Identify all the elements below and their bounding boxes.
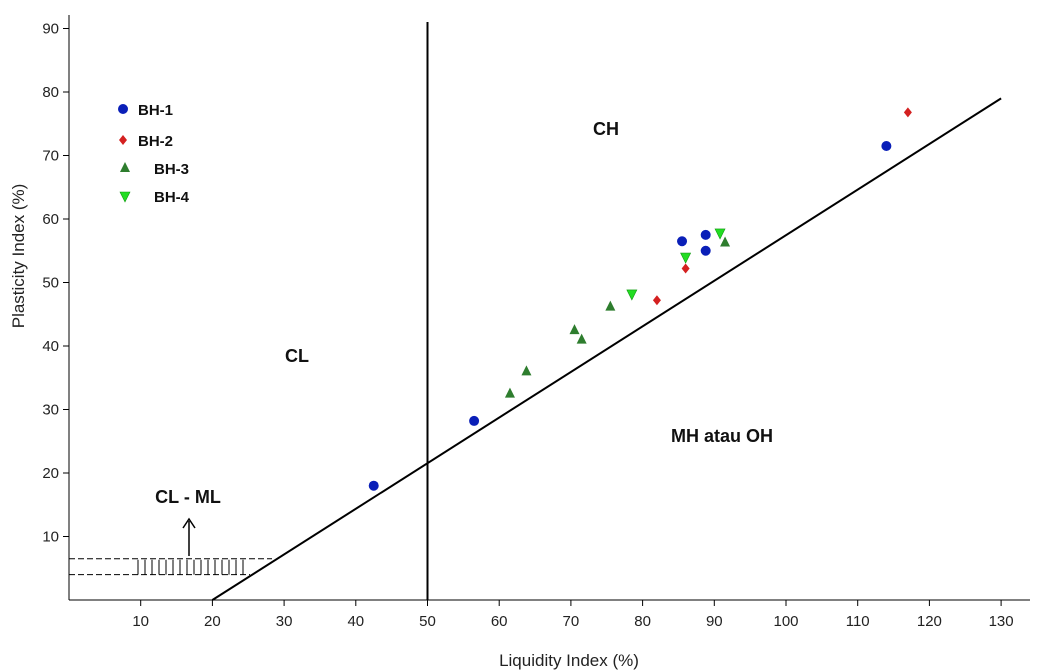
x-tick-label: 20 (204, 613, 221, 630)
bh-1-point (469, 415, 480, 426)
y-axis-title: Plasticity Index (%) (9, 184, 28, 329)
bh-3-point (605, 300, 616, 311)
x-tick-label: 120 (917, 613, 942, 630)
axes (68, 15, 1030, 601)
bh-1-point (700, 229, 711, 240)
x-tick-label: 50 (419, 613, 436, 630)
x-tick-label: 70 (563, 613, 580, 630)
legend-bh-4-marker (119, 191, 131, 203)
cl-ml-zone (69, 517, 272, 576)
x-tick-label: 100 (773, 613, 798, 630)
bh-3-point (569, 324, 580, 335)
legend-bh-1-marker (118, 104, 128, 114)
y-tick-label: 50 (42, 275, 59, 292)
bh-3-point (504, 387, 515, 398)
bh-1-point (700, 245, 711, 256)
zone-label-ch: CH (593, 119, 619, 139)
legend: BH-1 BH-2 BH-3 BH-4 (118, 102, 190, 206)
x-tick-label: 10 (132, 613, 149, 630)
bh-2-point (681, 263, 690, 274)
zone-labels: CH CL MH atau OH CL - ML (155, 119, 773, 507)
legend-bh-2-label: BH-2 (138, 133, 173, 150)
legend-bh-4-label: BH-4 (154, 189, 190, 206)
bh-4-point (714, 228, 726, 240)
legend-bh-1-label: BH-1 (138, 102, 173, 119)
y-tick-label: 40 (42, 338, 59, 355)
y-tick-label: 60 (42, 211, 59, 228)
zone-label-cl-ml: CL - ML (155, 487, 221, 507)
bh-3-point (576, 333, 587, 344)
axis-ticks: 1020304050607080901001101201301401020304… (42, 21, 1014, 631)
bh-3-point (720, 236, 731, 247)
legend-bh-3-label: BH-3 (154, 161, 189, 178)
zone-label-cl: CL (285, 346, 309, 366)
x-tick-label: 40 (347, 613, 364, 630)
x-axis-title: Liquidity Index (%) (499, 651, 639, 670)
reference-lines (211, 22, 1002, 601)
data-points (368, 107, 912, 491)
y-tick-label: 30 (42, 402, 59, 419)
bh-2-point (652, 295, 661, 306)
bh-2-point (903, 107, 912, 118)
bh-4-point (626, 289, 638, 301)
bh-3-point (521, 365, 532, 376)
legend-bh-3-marker (120, 162, 130, 172)
x-tick-label: 80 (634, 613, 651, 630)
bh-1-point (677, 236, 688, 247)
x-tick-label: 30 (276, 613, 293, 630)
x-tick-label: 130 (989, 613, 1014, 630)
x-tick-label: 60 (491, 613, 508, 630)
y-tick-label: 90 (42, 21, 59, 38)
cl-ml-arrowhead-icon (182, 517, 196, 529)
bh-1-point (368, 480, 379, 491)
bh-4-point (680, 252, 692, 264)
zone-label-mh-oh: MH atau OH (671, 426, 773, 446)
a-line-line (211, 97, 1002, 601)
x-tick-label: 110 (846, 613, 870, 630)
y-tick-label: 80 (42, 84, 59, 101)
bh-1-point (881, 140, 892, 151)
legend-bh-2-marker (119, 135, 127, 145)
y-tick-label: 70 (42, 148, 59, 165)
x-tick-label: 90 (706, 613, 723, 630)
y-tick-label: 10 (42, 529, 59, 546)
y-tick-label: 20 (42, 465, 59, 482)
